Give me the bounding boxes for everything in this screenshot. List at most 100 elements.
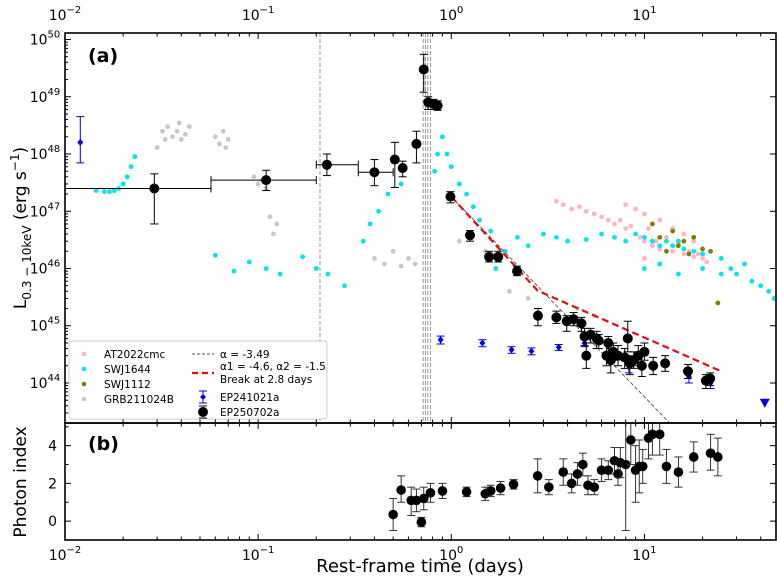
point-at2022cmc: [691, 254, 697, 260]
point-swj1644: [477, 217, 482, 223]
panel-b-marks: [388, 423, 723, 532]
point-swj1644: [448, 164, 454, 170]
point-grb211024b: [178, 136, 184, 142]
point-swj1644: [107, 189, 112, 195]
point-ep250702a: [432, 100, 443, 111]
panel-a-plot: [65, 33, 776, 423]
photon-index-point: [566, 478, 577, 489]
point-ep250702a: [603, 337, 614, 348]
point-swj1644: [718, 256, 724, 261]
x-tick-label-bottom: 100: [439, 545, 463, 564]
y-tick-label: 1045: [30, 316, 61, 335]
point-swj1644: [263, 266, 269, 271]
photon-index-point: [495, 483, 506, 493]
photon-index-point: [688, 452, 699, 462]
point-grb211024b: [456, 238, 462, 244]
point-ep250702a: [445, 191, 456, 202]
panel-a-marks: [65, 33, 776, 423]
point-swj1644: [493, 266, 499, 271]
point-swj1112: [691, 234, 697, 240]
point-swj1644: [440, 134, 445, 140]
point-ep250702a: [639, 346, 650, 357]
point-swj1644: [111, 188, 117, 193]
point-at2022cmc: [605, 217, 611, 223]
photon-index-point: [603, 465, 614, 475]
x-tick-label-bottom: 10−1: [242, 545, 275, 564]
point-at2022cmc: [591, 211, 597, 217]
legend-label-swj1112: SWJ1112: [104, 379, 151, 391]
point-grb211024b: [525, 296, 531, 301]
point-swj1644: [444, 151, 450, 157]
photon-index-point: [589, 482, 600, 492]
point-grb211024b: [160, 128, 165, 134]
point-swj1112: [715, 300, 721, 306]
photon-index-point: [625, 435, 636, 445]
upper-limit-ep241021a: [759, 398, 770, 408]
point-swj1644: [681, 246, 687, 252]
legend-box: [68, 340, 328, 420]
photon-index-point: [388, 509, 398, 520]
panel-b-plot: [388, 423, 723, 532]
x-tick-label-top: 10−2: [49, 5, 82, 24]
photon-index-point: [637, 461, 648, 472]
point-grb211024b: [170, 134, 175, 140]
y-tick-label: 1049: [30, 87, 61, 106]
point-swj1644: [676, 238, 681, 244]
point-swj1644: [212, 252, 218, 258]
point-grb211024b: [182, 132, 188, 137]
point-at2022cmc: [642, 211, 647, 217]
point-grb211024b: [162, 136, 168, 142]
point-at2022cmc: [623, 226, 629, 231]
point-swj1644: [464, 191, 469, 197]
point-ep250702a: [397, 162, 408, 173]
point-at2022cmc: [664, 234, 669, 240]
axes: 10−2 10−2 10−1 10−1 100 100 101 101 1044 1045 1046…: [30, 5, 776, 564]
point-swj1644: [650, 238, 655, 244]
point-swj1644: [633, 231, 638, 237]
point-swj1112: [664, 248, 669, 254]
legend-label-grb211024b: GRB211024B: [104, 394, 174, 406]
legend-marker-swj1112: [81, 381, 87, 387]
legend-label-broken-fit: α1 = -4.6, α2 = -1.5: [220, 361, 326, 373]
point-at2022cmc: [681, 251, 687, 257]
photon-index-point: [654, 429, 665, 440]
legend-label-ep250702a: EP250702a: [220, 407, 279, 419]
point-swj1112: [650, 221, 655, 227]
legend-marker-ep250702a: [198, 405, 208, 419]
point-ep250702a: [465, 230, 476, 241]
point-swj1644: [277, 271, 283, 277]
point-swj1644: [515, 234, 520, 240]
photon-index-point: [418, 493, 429, 504]
point-swj1644: [502, 248, 508, 254]
point-ep250702a: [493, 251, 504, 262]
point-at2022cmc: [650, 243, 655, 249]
point-grb211024b: [225, 136, 231, 142]
point-ep250702a: [551, 312, 562, 323]
point-swj1644: [541, 231, 546, 237]
point-swj1644: [623, 238, 629, 244]
point-ep241021a: [77, 138, 84, 146]
point-at2022cmc: [576, 204, 582, 210]
point-at2022cmc: [628, 223, 634, 229]
point-at2022cmc: [612, 221, 617, 227]
point-swj1644: [670, 243, 676, 249]
point-at2022cmc: [695, 251, 701, 257]
photon-index-point: [396, 485, 406, 495]
fit-line--3-49: [450, 196, 670, 423]
y-tick-label: 1050: [30, 30, 61, 49]
point-swj1644: [749, 278, 755, 284]
point-swj1644: [553, 234, 559, 240]
x-tick-label-bottom: 10−2: [49, 545, 82, 564]
point-ep241021a: [437, 336, 444, 344]
point-ep250702a: [660, 358, 671, 369]
photon-index-point: [544, 482, 554, 492]
point-grb211024b: [223, 145, 229, 150]
point-ep250702a: [369, 167, 380, 178]
point-swj1644: [734, 271, 739, 277]
point-grb211024b: [412, 261, 418, 267]
point-grb211024b: [406, 256, 411, 261]
point-ep250702a: [411, 138, 422, 149]
photon-index-point: [425, 488, 436, 498]
point-ep241021a: [508, 346, 515, 354]
point-grb211024b: [186, 124, 192, 130]
